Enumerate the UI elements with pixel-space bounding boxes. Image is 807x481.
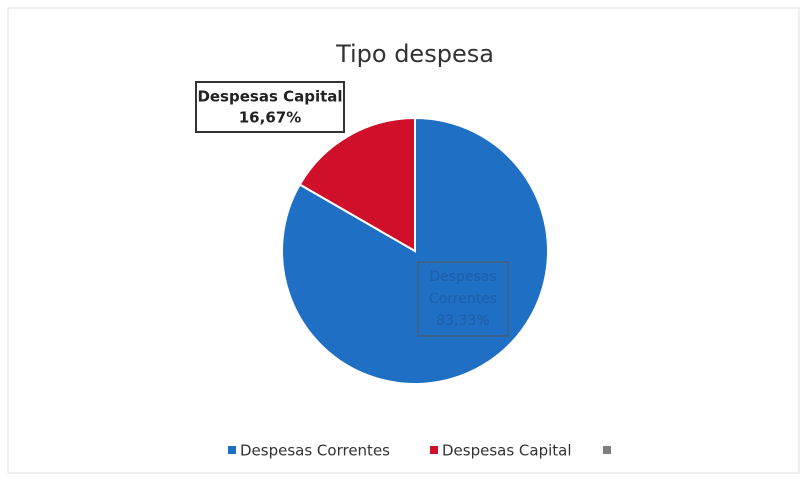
pie-slice	[298, 116, 416, 253]
legend-label: Despesas Capital	[442, 442, 572, 460]
legend-marker	[228, 446, 236, 454]
data-label-category: Despesas	[429, 269, 496, 285]
data-label-value: 16,67%	[239, 108, 301, 126]
legend-label: Despesas Correntes	[240, 442, 390, 460]
legend-marker	[430, 446, 438, 454]
data-label-value: 83,33%	[436, 313, 489, 329]
data-label-category: Despesas Capital	[197, 87, 342, 105]
data-label: Despesas Capital 16,67%	[197, 87, 342, 126]
chart-title: Tipo despesa	[335, 40, 494, 68]
legend-marker	[603, 446, 611, 454]
data-label-box	[195, 81, 345, 133]
data-label-box	[417, 261, 509, 337]
data-label: Despesas Correntes 83,33%	[429, 269, 497, 329]
data-label-category: Correntes	[429, 291, 497, 307]
